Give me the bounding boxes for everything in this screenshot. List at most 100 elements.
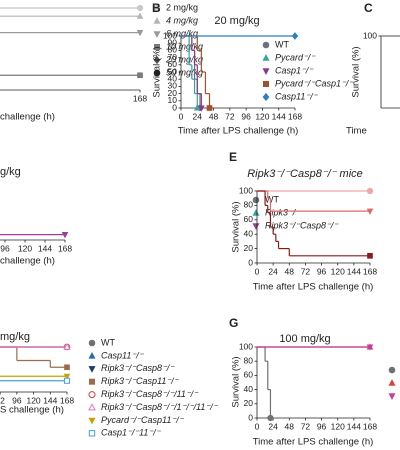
- x-tick-label: 96: [317, 266, 327, 276]
- marker: [136, 4, 144, 12]
- legend-marker: [88, 339, 96, 347]
- x-tick-label: 72: [0, 395, 5, 405]
- x-tick-label: 120: [255, 111, 269, 121]
- x-tick-label: 120: [331, 421, 345, 431]
- y-tick-label: 80: [244, 200, 254, 210]
- chart-title: 20 mg/kg: [214, 15, 259, 27]
- legend-marker: [154, 43, 161, 50]
- marker: [137, 72, 143, 79]
- legend-marker: [153, 55, 161, 65]
- legend-label: 20 mg/kg: [165, 54, 203, 64]
- x-tick-label: 96: [12, 395, 22, 405]
- marker: [63, 342, 71, 350]
- x-tick-label: 24: [268, 266, 278, 276]
- y-tick-label: 20: [244, 243, 254, 253]
- legend-label: 2 mg/kg: [166, 2, 198, 12]
- legend-label: Ripk3⁻/⁻Casp8⁻/⁻: [265, 220, 339, 230]
- x-tick-label: 168: [288, 111, 302, 121]
- legend-label: Casp1⁻/⁻: [275, 65, 314, 75]
- marker: [136, 12, 144, 19]
- y-axis-label: Survival (%): [152, 46, 163, 97]
- legend-label: Pycard⁻/⁻Casp11⁻/⁻: [101, 415, 185, 425]
- marker: [136, 30, 144, 37]
- legend-label: Ripk3⁻/⁻: [265, 207, 301, 217]
- y-tick-label: 70: [168, 52, 178, 62]
- panel: 0 24 48 72 96 120 144 168 0102030405060708090100…: [152, 1, 355, 136]
- panel-label: B: [152, 1, 161, 15]
- y-tick-label: 60: [168, 59, 178, 69]
- y-tick-label: 40: [244, 384, 254, 394]
- y-tick-label: 30: [168, 81, 178, 91]
- x-tick-label: 168: [363, 421, 377, 431]
- legend-label: WT: [101, 337, 115, 347]
- x-axis-label: S challenge (h): [0, 405, 64, 416]
- legend-marker: [262, 81, 269, 88]
- legend-label: 10 mg/kg: [166, 41, 203, 51]
- panel: 168 2 mg/kg 4 mg/kg 6 mg/kg 10 mg/kg 20 mg/kg…: [0, 2, 203, 123]
- legend-label: 50 mg/kg: [166, 67, 203, 77]
- legend-label: Ripk3⁻/⁻Casp8⁻/⁻/1⁻/⁻/11⁻/⁻: [101, 402, 219, 412]
- y-tick-label: 80: [168, 45, 178, 55]
- y-tick-label: 40: [168, 73, 178, 83]
- marker: [267, 414, 274, 422]
- legend-marker: [153, 4, 161, 12]
- chart-title: Ripk3⁻/⁻Casp8⁻/⁻ mice: [247, 168, 363, 180]
- x-tick-label: 144: [347, 421, 361, 431]
- marker: [366, 344, 374, 351]
- x-tick-label: 72: [301, 421, 311, 431]
- marker: [367, 252, 373, 259]
- x-tick-label: 96: [0, 243, 10, 253]
- x-tick-label: 144: [43, 395, 57, 405]
- legend-marker: [252, 209, 260, 216]
- y-tick-label: 0: [172, 102, 177, 112]
- x-tick-label: 48: [285, 266, 295, 276]
- x-tick-label: 144: [38, 243, 52, 253]
- x-tick-label: 168: [133, 93, 147, 103]
- legend-marker: [252, 196, 260, 204]
- legend-marker: [88, 391, 96, 399]
- chart-title: 100 mg/kg: [279, 333, 330, 345]
- marker: [64, 364, 70, 371]
- marker: [193, 104, 201, 111]
- legend-label: Casp11⁻/⁻: [101, 350, 145, 360]
- marker: [61, 232, 69, 239]
- legend-label: Ripk3⁻/⁻Casp11⁻/⁻: [101, 376, 180, 386]
- legend-marker: [388, 366, 396, 374]
- panel-label: G: [229, 316, 238, 330]
- x-tick-label: 120: [26, 395, 40, 405]
- x-axis-label: Time after LPS challenge (h): [253, 282, 374, 293]
- legend-marker: [153, 31, 161, 38]
- legend-label: Pycard⁻/⁻: [275, 52, 316, 62]
- panel-label: E: [229, 150, 237, 164]
- legend-marker: [88, 351, 96, 359]
- y-tick-label: 60: [244, 370, 254, 380]
- legend-marker: [88, 366, 96, 373]
- y-tick-label: 10: [168, 95, 178, 105]
- legend-label: Ripk3⁻/⁻Casp8⁻/⁻/11⁻/⁻: [101, 389, 199, 399]
- x-tick-label: 0: [179, 111, 184, 121]
- y-axis-label: Survival (%): [231, 356, 242, 407]
- x-tick-label: 168: [363, 266, 377, 276]
- legend-label: Ripk3⁻/⁻Casp8⁻/⁻: [101, 363, 175, 373]
- y-axis-label: Survival (%): [231, 201, 242, 252]
- y-tick-label: 100: [163, 30, 177, 40]
- chart-title: g/kg: [0, 166, 21, 178]
- legend-label: Pycard⁻/⁻Casp1⁻/⁻: [275, 78, 354, 88]
- legend-label: 4 mg/kg: [166, 15, 198, 25]
- x-tick-label: 168: [60, 395, 74, 405]
- x-axis-label: Time: [346, 126, 367, 137]
- legend-label: 6 mg/kg: [166, 28, 198, 38]
- panel: 0 24 48 72 96 120 144 168 0 20 40 60 80 100 G 100 mg/kg…: [229, 316, 396, 448]
- y-tick-label: 50: [168, 66, 178, 76]
- legend-marker: [88, 417, 96, 425]
- legend-marker: [262, 92, 270, 102]
- x-tick-label: 144: [347, 266, 361, 276]
- legend-label: Casp11⁻/⁻: [275, 91, 319, 101]
- x-tick-label: 0: [255, 421, 260, 431]
- marker: [198, 105, 205, 112]
- legend-marker: [153, 17, 161, 24]
- legend-marker: [88, 403, 96, 411]
- panel: 0 24 48 72 96 120 144 168 0 20 40 60 80 100 E Ripk3⁻/⁻C…: [229, 150, 377, 292]
